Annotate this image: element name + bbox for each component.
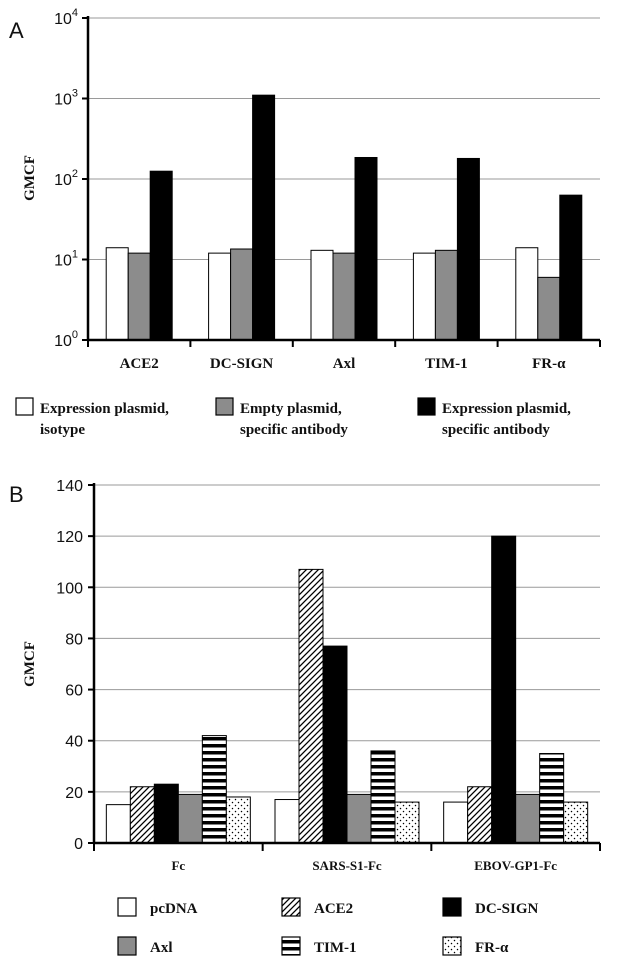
bar-fc-dc-sign [153,783,179,844]
y-tick-label: 104 [54,7,78,28]
y-tick-label: 20 [65,785,83,802]
legend-label-3: Expression plasmid, [442,401,571,417]
legend-swatch-tim-1 [281,936,301,956]
legend-swatch-fr [442,936,462,956]
panel-a-axes [86,16,601,347]
legend-swatch-2 [215,397,234,416]
panel-a-legend: Expression plasmid, isotype Empty plasmid,… [15,397,571,438]
y-tick-label: 80 [65,631,83,648]
x-tick-label-ebov-gp1-fc: EBOV-GP1-Fc [474,858,557,873]
bar-fc-pcdna [105,804,131,844]
bar-sars-s1-fc-dc-sign [322,645,348,844]
y-tick-label: 140 [56,478,83,495]
legend-label-tim-1: TIM-1 [314,940,357,956]
legend-label-dc-sign: DC-SIGN [475,901,539,917]
panel-a-letter: A [9,18,24,43]
bar-tim-1-series-2 [434,249,458,341]
panel-b-y-axis-label: GMCF [22,641,38,687]
legend-label-pcdna: pcDNA [150,901,198,917]
bar-fc-tim-1 [201,735,227,844]
x-tick-label-tim-1: TIM-1 [425,356,468,372]
y-tick-label: 101 [54,249,78,270]
bar-axl-series-1 [310,249,334,341]
legend-swatch-pcdna [117,897,137,917]
bar-sars-s1-fc-pcdna [274,799,300,844]
bar-fr-series-1 [515,247,539,341]
bar-sars-s1-fc-axl [346,793,372,844]
panel-b-letter: B [9,482,24,507]
bar-fc-fr [225,796,251,844]
legend-label-ace2: ACE2 [314,901,353,917]
bar-ace2-series-1 [105,247,129,341]
bar-ebov-gp1-fc-pcdna [443,801,469,844]
panel-b-legend: pcDNA ACE2 DC-SIGN Axl TIM-1 FR-α [117,897,539,956]
legend-swatch-ace2 [281,897,301,917]
bar-axl-series-3 [354,156,378,341]
bar-tim-1-series-1 [412,252,436,341]
y-tick-label: 100 [54,329,78,350]
bar-fc-axl [177,793,203,844]
bar-dc-sign-series-1 [208,252,232,341]
bar-dc-sign-series-3 [252,94,276,341]
x-tick-label-axl: Axl [333,356,356,372]
bar-fc-ace2 [129,786,155,844]
panel-b-bars [105,535,589,844]
x-tick-label-ace2: ACE2 [120,356,159,372]
x-tick-label-fc: Fc [171,858,185,873]
bar-ebov-gp1-fc-dc-sign [491,535,517,844]
y-tick-label: 40 [65,734,83,751]
bar-tim-1-series-3 [456,157,480,341]
legend-swatch-3 [417,397,436,416]
legend-label-3: specific antibody [442,422,550,438]
legend-label-fr: FR-α [475,940,509,956]
x-tick-label-sars-s1-fc: SARS-S1-Fc [312,858,382,873]
bar-ebov-gp1-fc-axl [515,793,541,844]
bar-ebov-gp1-fc-ace2 [467,786,493,844]
y-tick-label: 100 [56,580,83,597]
bar-dc-sign-series-2 [230,248,254,341]
bar-axl-series-2 [332,252,356,341]
bar-ace2-series-3 [149,170,173,341]
legend-swatch-dc-sign [442,897,462,917]
panel-a-bars [105,94,583,341]
panel-b-x-tick-labels: Fc SARS-S1-Fc EBOV-GP1-Fc [171,858,557,873]
panel-a-x-tick-labels: ACE2 DC-SIGN Axl TIM-1 FR-α [120,356,566,372]
x-tick-label-dc-sign: DC-SIGN [210,356,274,372]
bar-ebov-gp1-fc-tim-1 [539,753,565,844]
y-tick-label: 60 [65,683,83,700]
bar-sars-s1-fc-ace2 [298,568,324,844]
legend-label-2: specific antibody [240,422,348,438]
panel-a-y-axis-label: GMCF [22,155,38,201]
bar-ace2-series-2 [127,252,151,341]
legend-swatch-1 [15,397,34,416]
legend-label-1: isotype [40,422,85,438]
bar-sars-s1-fc-fr [394,801,420,844]
bar-ebov-gp1-fc-fr [563,801,589,844]
legend-label-axl: Axl [150,940,173,956]
bar-fr-series-2 [537,276,561,341]
y-tick-label: 0 [74,836,83,853]
y-tick-label: 120 [56,529,83,546]
legend-label-1: Expression plasmid, [40,401,169,417]
legend-label-2: Empty plasmid, [240,401,342,417]
legend-swatch-axl [117,936,137,956]
x-tick-label-fr: FR-α [532,356,566,372]
bar-sars-s1-fc-tim-1 [370,750,396,844]
bar-fr-series-3 [559,194,583,341]
panel-a-y-ticks: 100 101 102 103 104 [54,7,88,350]
panel-b-y-ticks: 0 20 40 60 80 100 120 140 [56,478,94,853]
y-tick-label: 102 [54,168,78,189]
panel-b-axes [92,483,601,851]
y-tick-label: 103 [54,88,78,109]
